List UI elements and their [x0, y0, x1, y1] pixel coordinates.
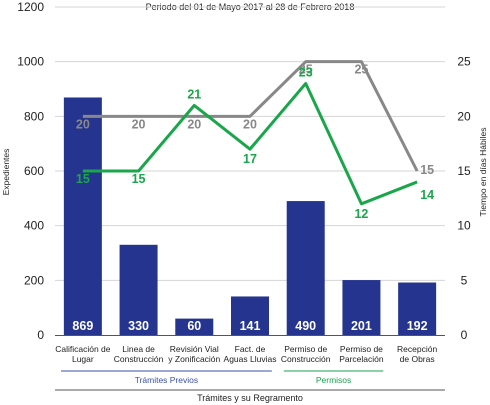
point-label: 12 [354, 207, 368, 221]
point-label: 15 [132, 172, 146, 186]
category-label: Recepción [397, 344, 437, 354]
point-label: 20 [132, 117, 146, 131]
y-tick-label: 0 [37, 328, 44, 342]
y2-axis-title: Tiempo en días Hábiles [478, 128, 488, 217]
category-label: y Zonificación [168, 354, 220, 364]
x-axis-title: Trámites y su Regramento [197, 393, 303, 403]
bar [398, 282, 437, 335]
category-label: Calificación de [55, 344, 111, 354]
point-label: 20 [243, 117, 257, 131]
bar [119, 244, 158, 335]
line-series-path [82, 82, 418, 206]
bar [175, 318, 214, 335]
y-tick-label: 200 [24, 273, 44, 287]
y-tick-label: 1000 [17, 55, 44, 69]
point-label: 14 [420, 188, 434, 202]
bar [286, 201, 325, 335]
y-tick-label: 1200 [17, 0, 44, 14]
category-label: Revisión Vial [170, 344, 219, 354]
group-label: Permisos [316, 375, 351, 385]
y2-tick-label: 15 [457, 164, 471, 178]
bar-series: 869 330 60 141 490 201 192 [63, 97, 437, 336]
bar-value-label: 869 [72, 319, 93, 333]
group-label: Trámites Previos [135, 375, 198, 385]
point-label: 21 [187, 87, 201, 101]
bar [63, 97, 102, 336]
y-tick-label: 600 [24, 164, 44, 178]
bar-value-label: 192 [407, 319, 428, 333]
bar [342, 280, 381, 335]
bar-value-label: 201 [351, 319, 372, 333]
y2-tick-label: 25 [457, 55, 471, 69]
y-tick-label: 800 [24, 109, 44, 123]
category-label: Construcción [114, 354, 164, 364]
bar [231, 296, 269, 335]
y-tick-label: 400 [24, 219, 44, 233]
y-axis-title: Expedientes [1, 149, 11, 196]
point-label: 15 [420, 163, 434, 177]
bar-value-label: 141 [240, 319, 261, 333]
bar-value-label: 490 [295, 319, 316, 333]
category-label: Lugar [72, 354, 94, 364]
group-brackets: Trámites Previos Permisos [55, 370, 445, 391]
point-label: 25 [354, 63, 368, 77]
category-label: Linea de [122, 344, 155, 354]
category-label: Permiso de [284, 344, 327, 354]
point-label: 20 [187, 117, 201, 131]
grid [55, 6, 445, 281]
category-label: de Obras [400, 354, 435, 364]
category-label: Parcelación [339, 354, 384, 364]
axes: 0 200 400 600 800 1000 1200 0 5 10 15 20 25 [17, 0, 471, 342]
y2-tick-label: 10 [457, 219, 471, 233]
point-label: 20 [76, 117, 90, 131]
line-series: 20 20 20 20 25 25 15 15 15 21 17 23 12 14 [76, 60, 434, 221]
point-label: 25 [299, 63, 313, 77]
bar-value-label: 330 [128, 319, 149, 333]
line-series-path [82, 60, 419, 172]
y2-tick-label: 20 [457, 109, 471, 123]
point-label: 23 [299, 66, 313, 80]
y2-tick-label: 0 [461, 328, 468, 342]
category-label: Permiso de [340, 344, 383, 354]
category-label: Fact. de [235, 344, 266, 354]
point-label: 17 [243, 152, 257, 166]
point-label: 15 [76, 172, 90, 186]
y2-tick-label: 5 [461, 273, 468, 287]
category-label: Aguas Lluvias [224, 354, 277, 364]
category-label: Construcción [281, 354, 331, 364]
bar-value-label: 60 [187, 319, 201, 333]
